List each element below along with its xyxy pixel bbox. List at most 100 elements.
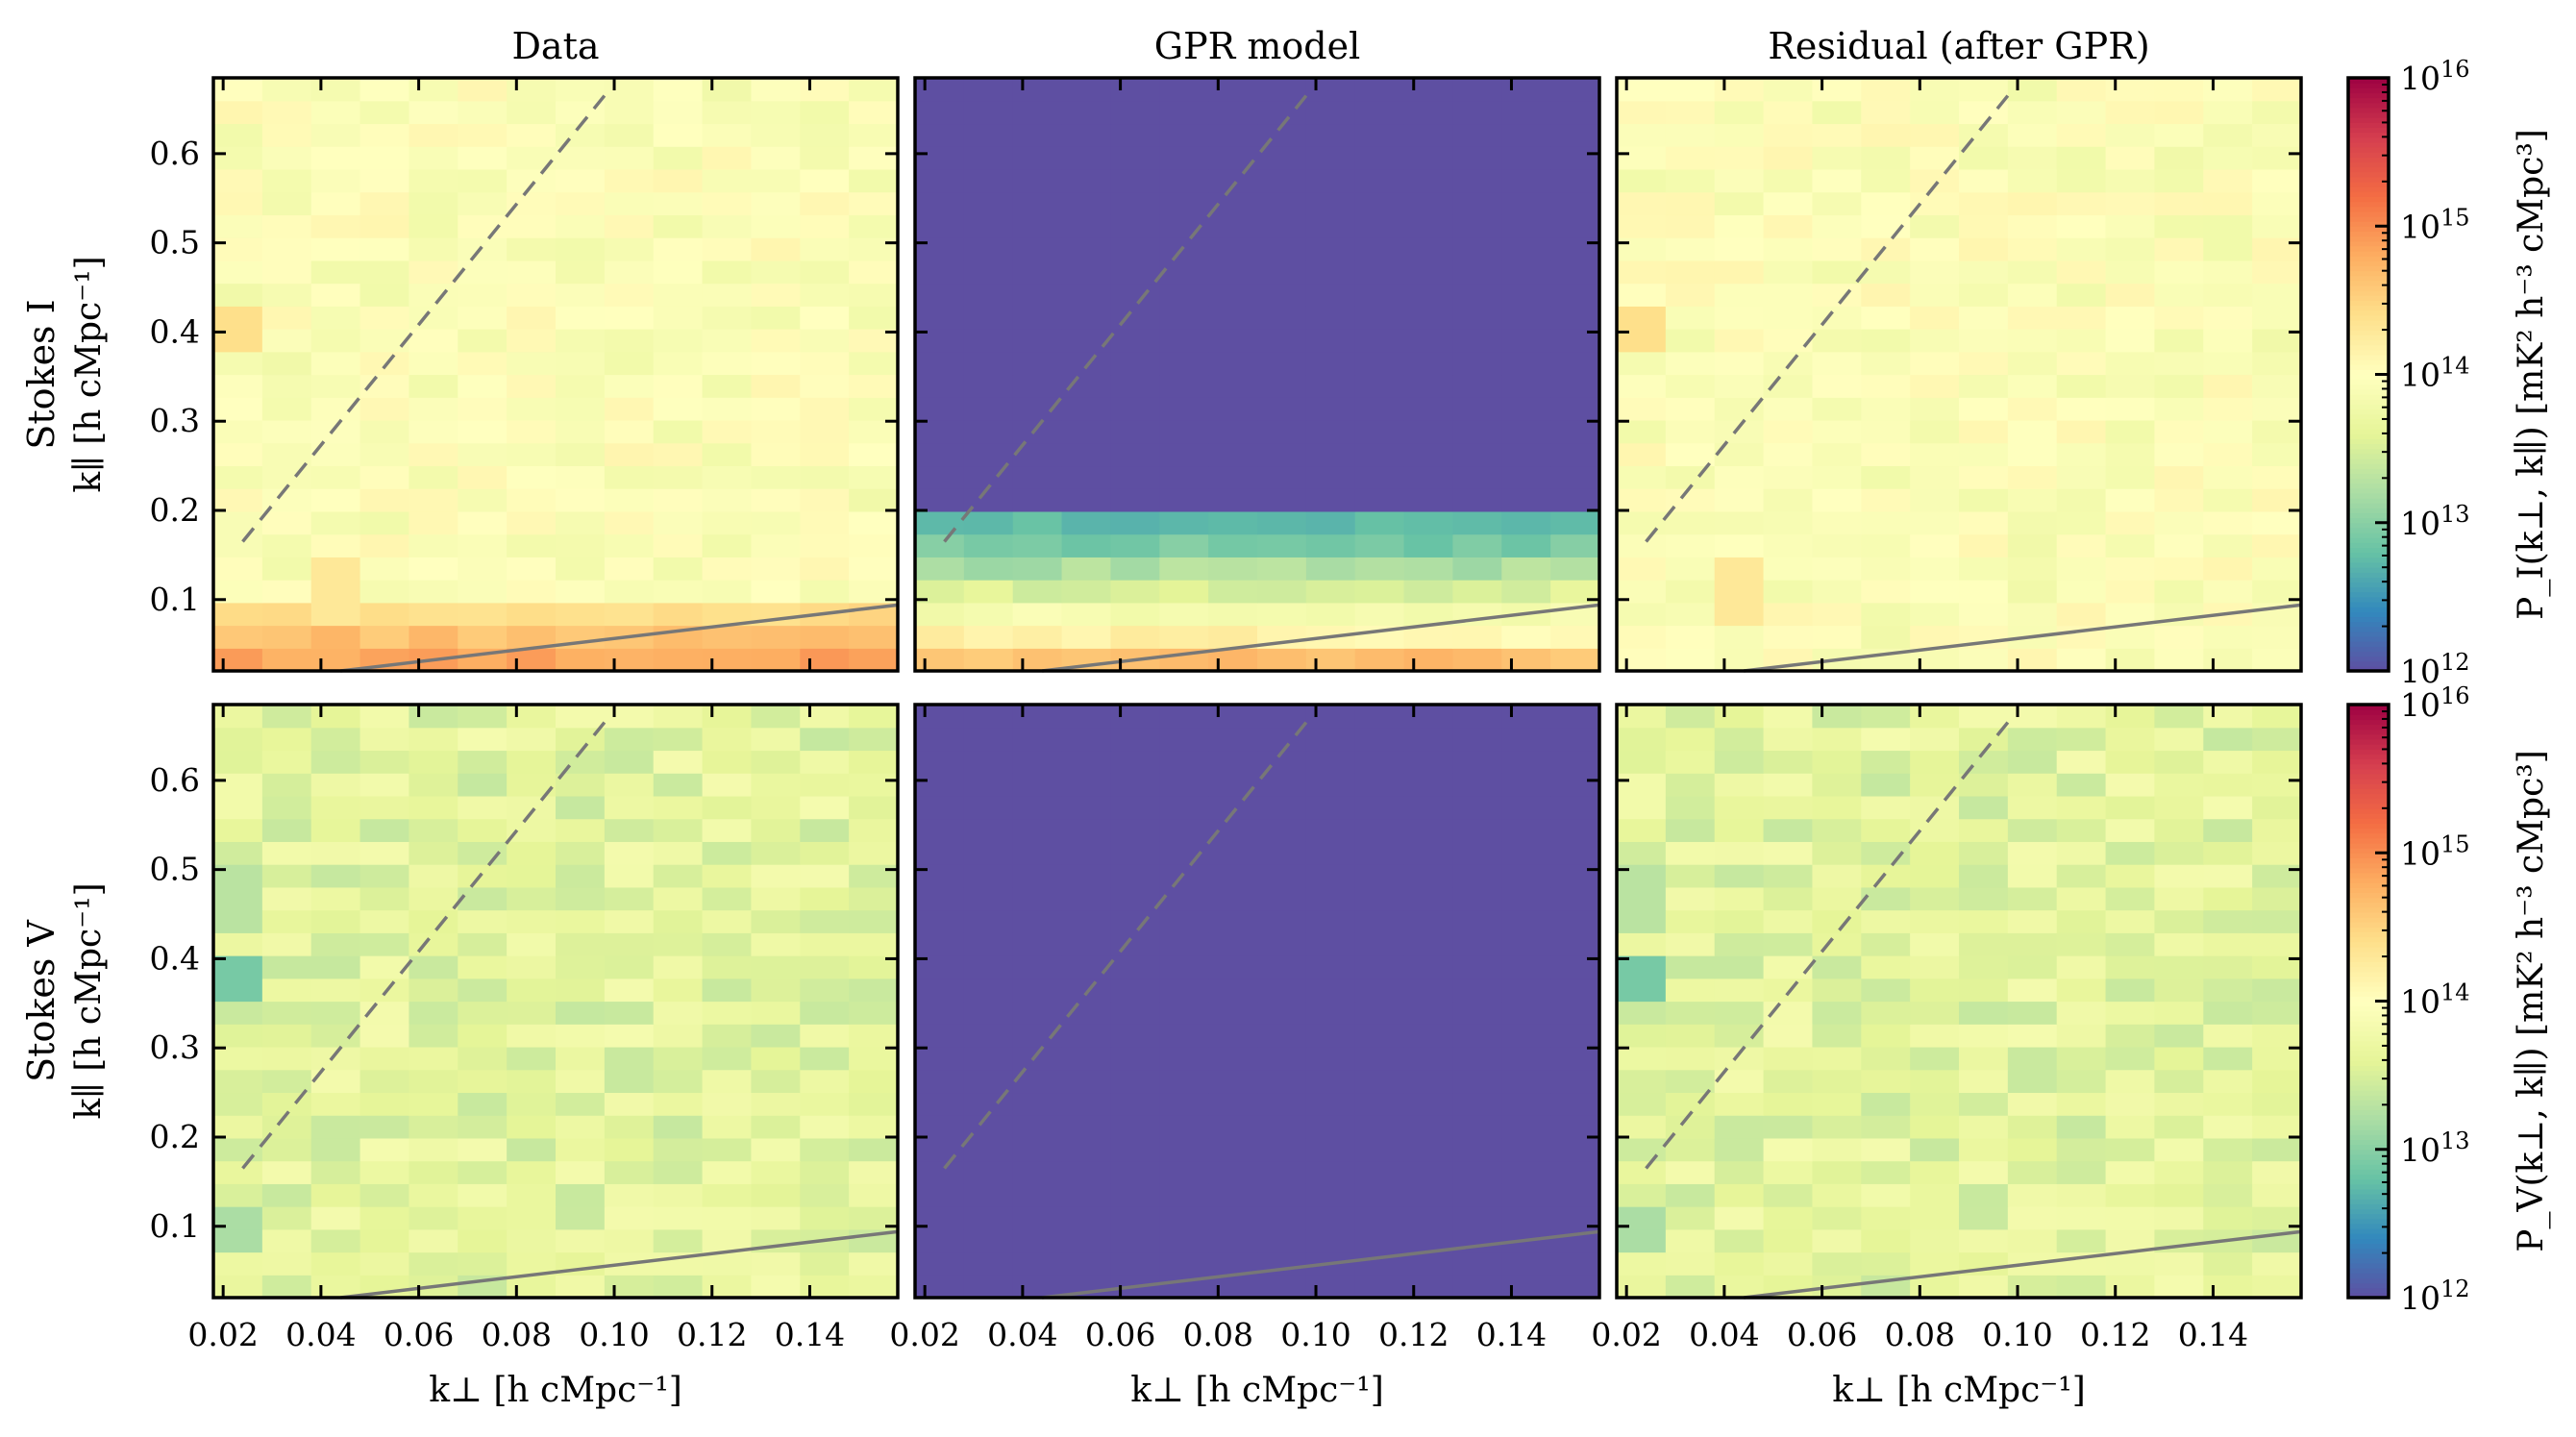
x-tick-label: 0.10 xyxy=(1982,1316,2052,1353)
heatmap-cell xyxy=(261,214,312,238)
heatmap-cell xyxy=(1305,978,1356,1003)
heatmap-cell xyxy=(1012,557,1063,581)
heatmap-cell xyxy=(702,1115,753,1139)
colorbar-gradient-step xyxy=(2348,78,2389,84)
heatmap-cell xyxy=(1617,1046,1667,1071)
heatmap-cell xyxy=(1861,442,1911,467)
heatmap-cell xyxy=(507,557,557,581)
x-tick-label: 0.10 xyxy=(1280,1316,1350,1353)
heatmap-cell xyxy=(1763,841,1814,865)
heatmap-cell xyxy=(261,1137,312,1162)
heatmap-cell xyxy=(1861,100,1911,125)
heatmap-cell xyxy=(1061,557,1112,581)
heatmap-cell xyxy=(1910,419,1960,444)
heatmap-cell xyxy=(1354,909,1405,933)
primary-beam-wedge-line xyxy=(1042,1229,1600,1300)
heatmap-cell xyxy=(213,1069,263,1094)
heatmap-cell xyxy=(1665,557,1716,581)
heatmap-cell xyxy=(1861,1251,1911,1276)
colorbar-tick-label: 1015 xyxy=(2400,830,2470,872)
heatmap-cell xyxy=(2154,841,2204,865)
colorbar-gradient-step xyxy=(2348,527,2389,533)
heatmap-cell xyxy=(849,374,899,398)
heatmap-cell xyxy=(359,214,410,238)
heatmap-cell xyxy=(2252,557,2302,581)
heatmap-cell xyxy=(915,1046,965,1071)
heatmap-cell xyxy=(1061,214,1112,238)
heatmap-cell xyxy=(2007,750,2058,774)
heatmap-cell xyxy=(1305,795,1356,820)
heatmap-cell xyxy=(1110,533,1160,557)
heatmap-cell xyxy=(2007,1183,2058,1207)
heatmap-cell xyxy=(556,168,606,193)
heatmap-cell xyxy=(1452,329,1502,353)
heatmap-cell xyxy=(1208,886,1258,911)
heatmap-cell xyxy=(1403,841,1454,865)
heatmap-cell xyxy=(2105,795,2156,820)
heatmap-cell xyxy=(1861,705,1911,729)
heatmap-cell xyxy=(507,283,557,307)
heatmap-cell xyxy=(2252,1251,2302,1276)
heatmap-cell xyxy=(2056,283,2107,307)
heatmap-cell xyxy=(1714,78,1765,102)
heatmap-cell xyxy=(1305,1092,1356,1116)
heatmap-cell xyxy=(1501,488,1551,512)
heatmap-cell xyxy=(1061,306,1112,330)
heatmap-cell xyxy=(604,1183,655,1207)
heatmap-cell xyxy=(1714,1115,1765,1139)
heatmap-cell xyxy=(310,1001,361,1025)
heatmap-cell xyxy=(2007,465,2058,489)
colorbar-gradient-step xyxy=(2348,1035,2389,1042)
heatmap-cell xyxy=(800,773,850,797)
heatmap-cell xyxy=(1403,1160,1454,1184)
heatmap-cell xyxy=(1110,1183,1160,1207)
heatmap-cell xyxy=(1403,648,1454,672)
colorbar-tick-label: 1012 xyxy=(2400,1276,2470,1317)
heatmap-cell xyxy=(1665,168,1716,193)
colorbar-gradient-step xyxy=(2348,1188,2389,1195)
heatmap-cell xyxy=(1910,1275,1960,1299)
heatmap-cell xyxy=(2105,1046,2156,1071)
heatmap-cell xyxy=(1452,1115,1502,1139)
heatmap-cell xyxy=(2007,419,2058,444)
heatmap-cell xyxy=(1714,1275,1765,1299)
heatmap-cell xyxy=(1208,1115,1258,1139)
colorbar-gradient-step xyxy=(2348,1273,2389,1279)
heatmap-cell xyxy=(604,1024,655,1048)
heatmap-cell xyxy=(963,1206,1014,1230)
heatmap-cell xyxy=(1257,78,1307,102)
heatmap-cell xyxy=(1208,1275,1258,1299)
heatmap-cell xyxy=(1110,329,1160,353)
heatmap-cell xyxy=(1812,1251,1862,1276)
heatmap-cell xyxy=(1665,1206,1716,1230)
colorbar-gradient-step xyxy=(2348,141,2389,148)
heatmap-cell xyxy=(800,1251,850,1276)
heatmap-cell xyxy=(310,580,361,604)
heatmap-cell xyxy=(213,374,263,398)
heatmap-panel: 0.02 0.04 0.06 0.08 0.10 0.12 0.14k⊥ [h cMpc⁻¹… xyxy=(1591,703,2303,1410)
heatmap-cell xyxy=(800,1206,850,1230)
colorbar-gradient-step xyxy=(2348,498,2389,504)
heatmap-cell xyxy=(2056,1092,2107,1116)
colorbar-gradient-step xyxy=(2348,803,2389,809)
colorbar-gradient-step xyxy=(2348,132,2389,138)
heatmap-cell xyxy=(359,146,410,170)
heatmap-cell xyxy=(800,886,850,911)
heatmap-cell xyxy=(915,533,965,557)
heatmap-cell xyxy=(800,1275,850,1299)
heatmap-cell xyxy=(1617,818,1667,842)
heatmap-cell xyxy=(1665,625,1716,649)
x-tick-label: 0.14 xyxy=(775,1316,845,1353)
heatmap-cell xyxy=(1959,1092,2009,1116)
heatmap-cell xyxy=(2154,978,2204,1003)
heatmap-cell xyxy=(1110,237,1160,261)
colorbar-gradient-step xyxy=(2348,1090,2389,1096)
heatmap-cell xyxy=(1403,306,1454,330)
heatmap-cell xyxy=(1861,1228,1911,1253)
heatmap-cell xyxy=(1812,283,1862,307)
heatmap-cell xyxy=(1550,864,1600,888)
heatmap-cell xyxy=(604,978,655,1003)
heatmap-cell xyxy=(1305,397,1356,421)
heatmap-cell xyxy=(963,1160,1014,1184)
